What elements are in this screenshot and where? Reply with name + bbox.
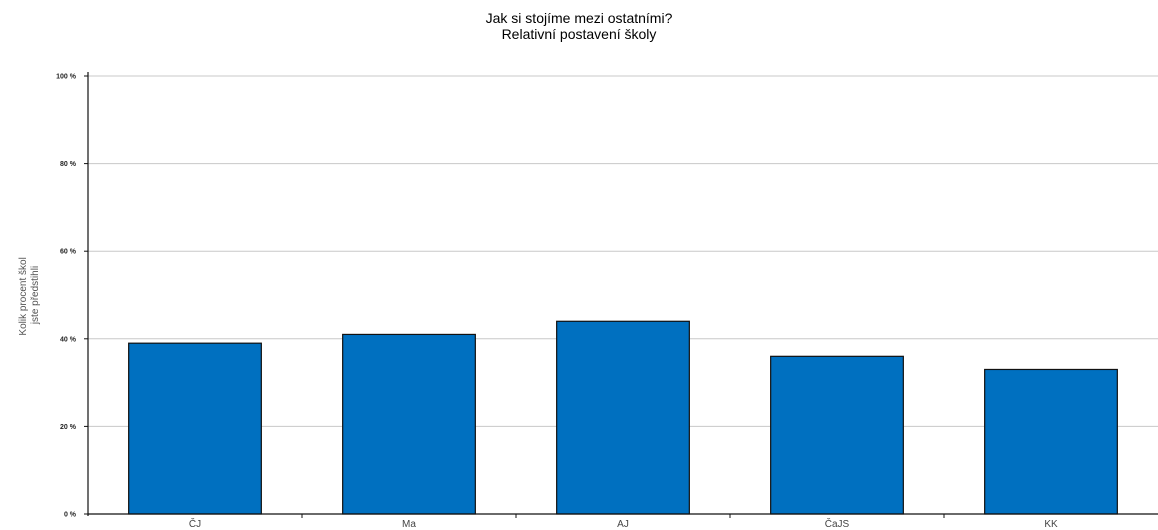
chart-title-block: Jak si stojíme mezi ostatními? Relativní… (0, 10, 1158, 42)
bar (770, 355, 904, 515)
bar (984, 368, 1118, 515)
x-category-label: ČaJS (825, 517, 850, 530)
chart-title: Jak si stojíme mezi ostatními? (485, 10, 673, 26)
chart-subtitle: Relativní postavení školy (501, 26, 657, 42)
y-tick-label: 0 % (64, 512, 77, 519)
y-tick-label: 40 % (60, 336, 77, 343)
bars (128, 320, 1118, 515)
y-tick-label: 60 % (60, 249, 77, 256)
x-category-label: Ma (402, 519, 416, 530)
y-axis-title-line-2: jste předstihli (30, 266, 41, 325)
y-tick-label: 100 % (56, 74, 77, 81)
y-axis-title-line-1: Kolik procent škol (18, 257, 29, 335)
bar (128, 342, 262, 515)
x-category-label: KK (1044, 519, 1058, 530)
tick-labels: 0 % 20 % 40 % 60 % 80 % 100 % ČJ Ma AJ ČaJS KK (56, 74, 1058, 530)
y-axis-title: Kolik procent škol jste předstihli (18, 254, 41, 335)
y-tick-label: 80 % (60, 161, 77, 168)
y-tick-label: 20 % (60, 424, 77, 431)
bar (342, 333, 476, 515)
axes (84, 72, 1158, 518)
bar (556, 320, 690, 515)
x-category-label: ČJ (189, 517, 201, 530)
x-category-label: AJ (617, 519, 629, 530)
